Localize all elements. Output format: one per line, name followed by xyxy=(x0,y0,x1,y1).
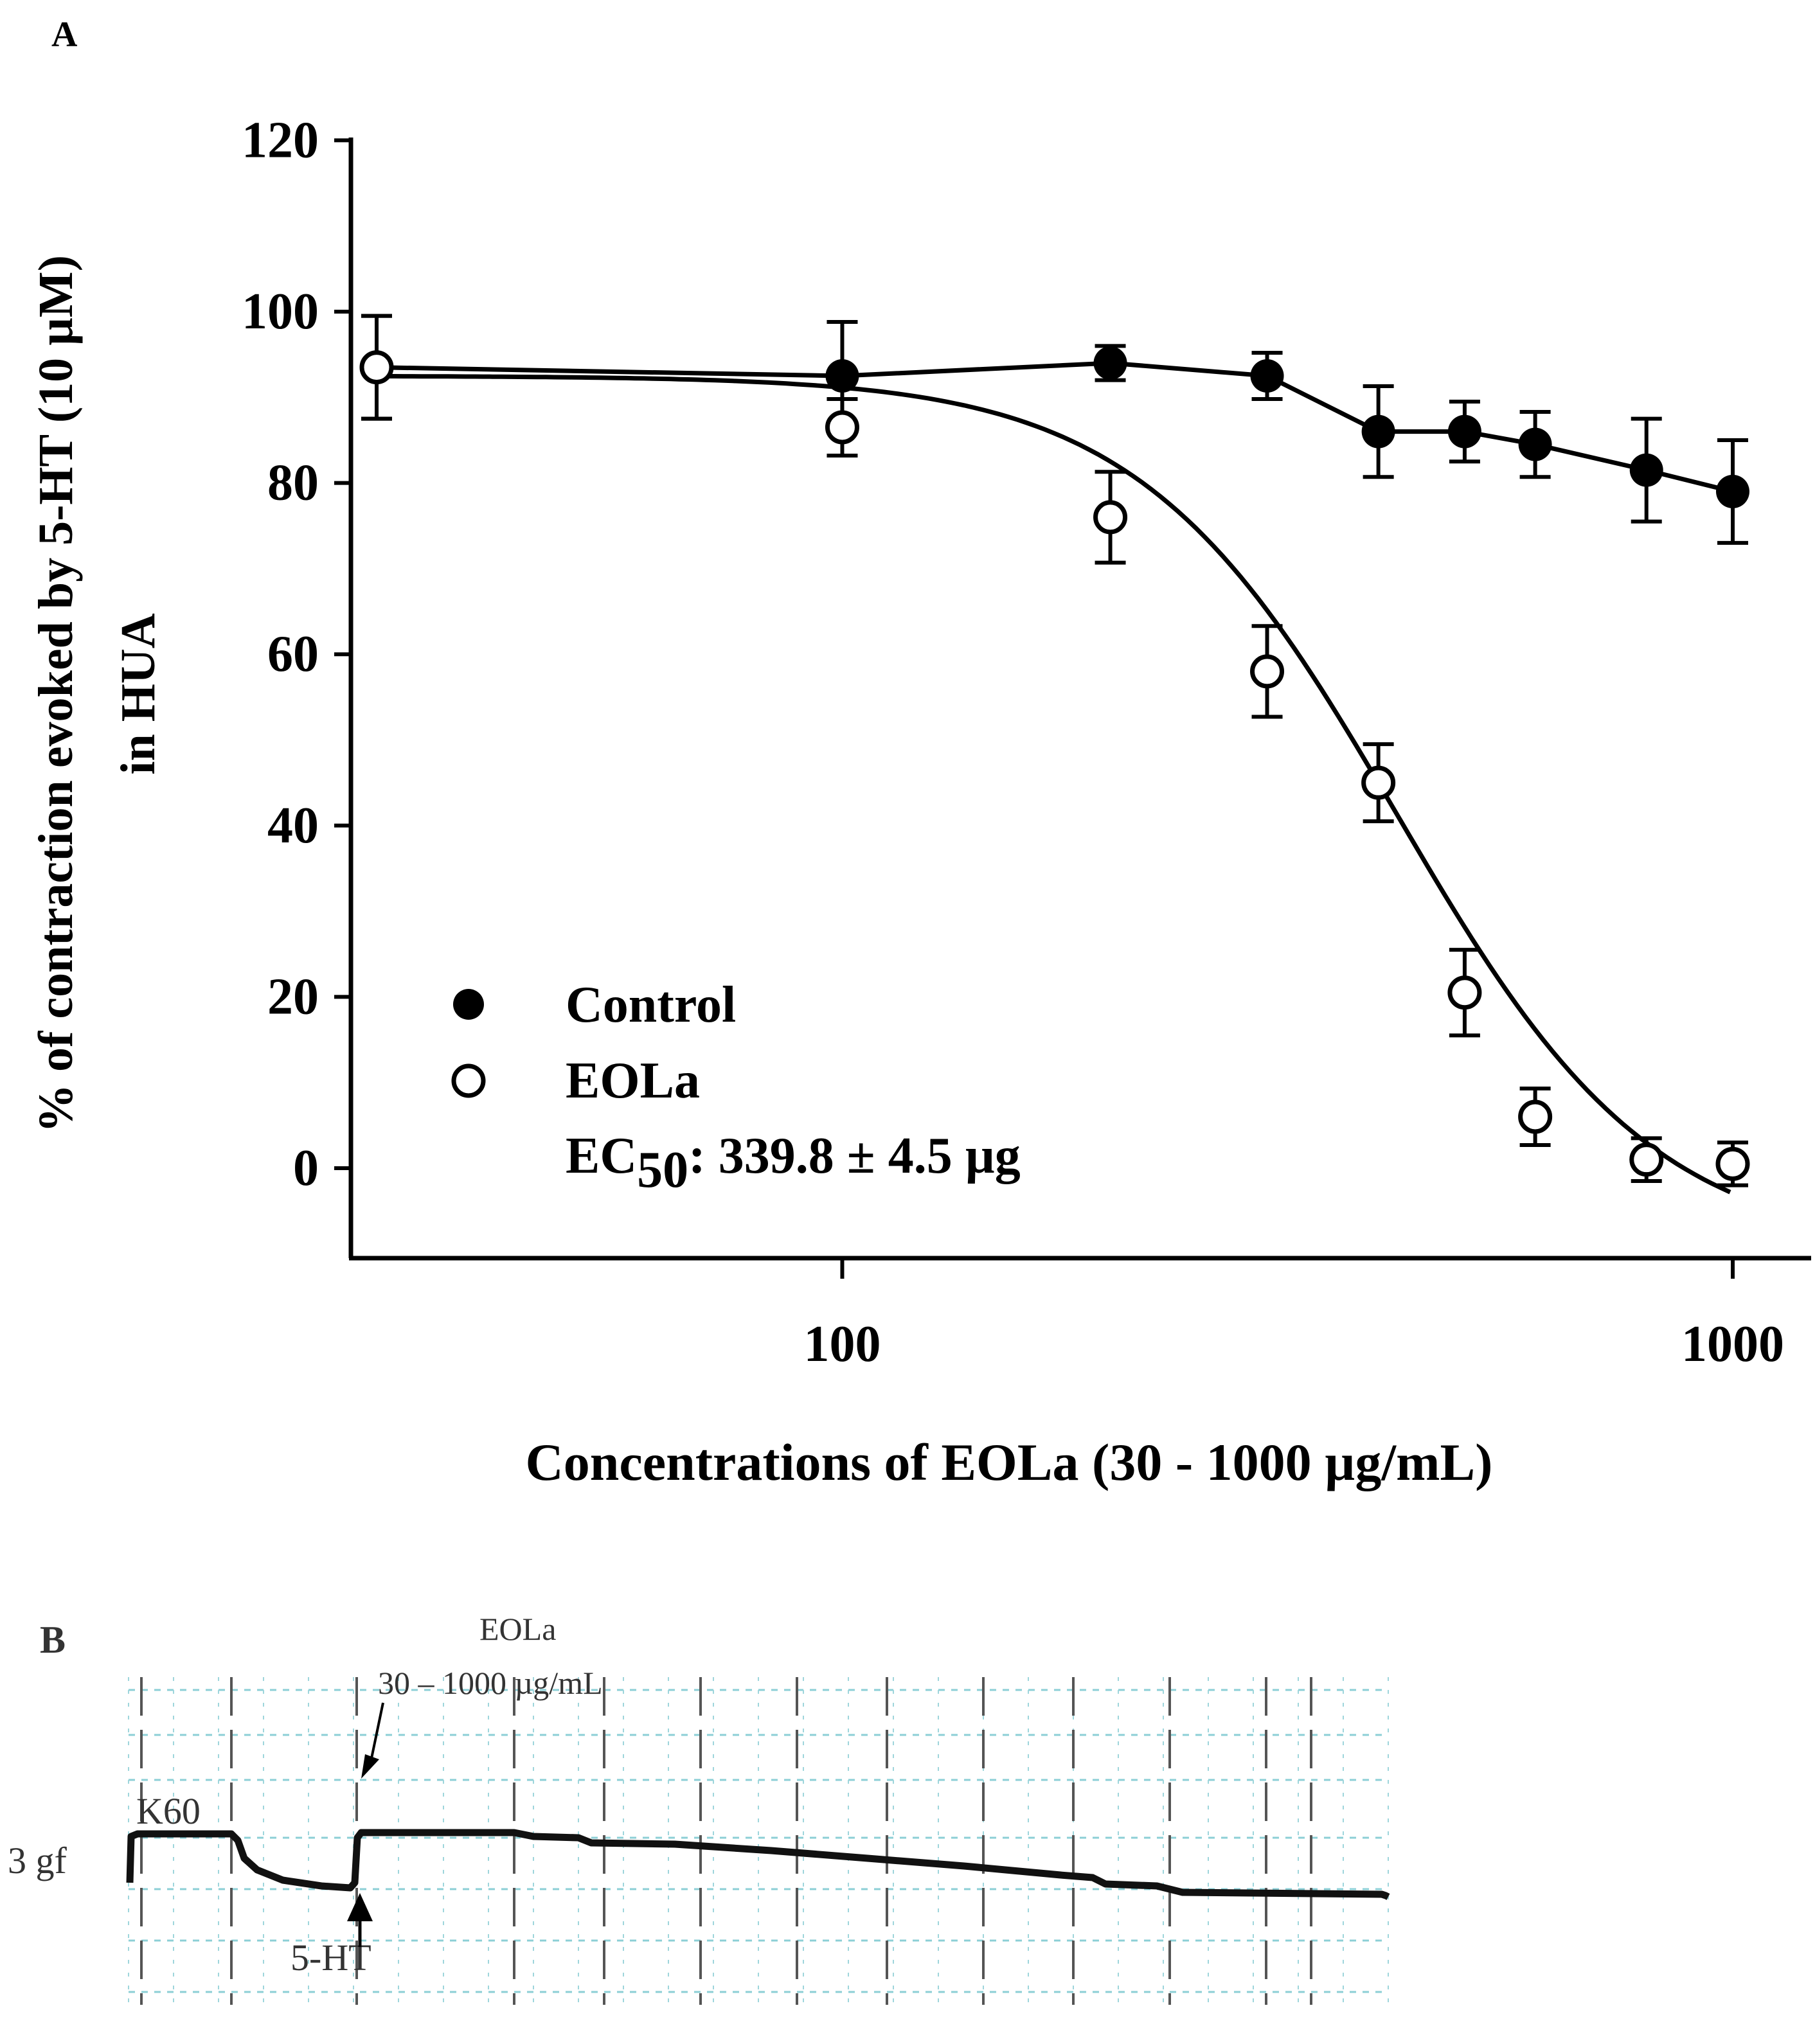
ec50-subscript: 50 xyxy=(637,1142,688,1198)
control-point-800 xyxy=(1629,416,1663,524)
eola-point-800 xyxy=(1629,1136,1664,1183)
y-tick-label-80: 80 xyxy=(267,455,319,511)
eola-marker-1000 xyxy=(1715,1146,1750,1181)
legend-eola-label: EOLa xyxy=(566,1053,700,1109)
eola-marker-200 xyxy=(1093,500,1128,535)
x-tick-label-1000: 1000 xyxy=(1681,1316,1784,1373)
k60-label: K60 xyxy=(136,1790,201,1832)
eola-marker-500 xyxy=(1447,975,1482,1010)
control-point-300 xyxy=(1250,350,1284,401)
eola-marker-300 xyxy=(1250,654,1285,689)
y-tick-label-120: 120 xyxy=(242,112,319,168)
y-tick-label-40: 40 xyxy=(267,797,319,854)
control-marker-200 xyxy=(1093,346,1127,380)
x-axis-title: Concentrations of EOLa (30 - 1000 µg/mL) xyxy=(526,1433,1493,1491)
control-marker-800 xyxy=(1629,453,1663,487)
eola-fit-curve xyxy=(377,374,1731,1195)
legend-control-label: Control xyxy=(566,977,736,1033)
control-point-200 xyxy=(1093,344,1127,382)
legend-control-marker xyxy=(453,989,484,1020)
eola-point-200 xyxy=(1093,470,1128,565)
control-marker-100 xyxy=(825,359,859,393)
control-marker-300 xyxy=(1250,359,1284,393)
axes xyxy=(348,138,1811,1261)
y-tick-label-60: 60 xyxy=(267,626,319,682)
x-tick-label-100: 100 xyxy=(803,1316,881,1373)
eola-point-400 xyxy=(1361,742,1396,824)
scale-label: 3 gf xyxy=(8,1840,67,1881)
control-marker-1000 xyxy=(1716,474,1749,508)
panel-a-label: A xyxy=(51,15,78,55)
eola-range-label: 30 – 1000 µg/mL xyxy=(378,1665,603,1701)
ec50-prefix: EC xyxy=(566,1128,637,1184)
eola-marker-400 xyxy=(1361,765,1396,800)
tension-trace xyxy=(126,1829,1390,1900)
eola-point-600 xyxy=(1518,1087,1553,1148)
control-point-600 xyxy=(1518,409,1552,479)
control-marker-600 xyxy=(1518,427,1552,461)
legend-eola-marker xyxy=(451,1063,486,1098)
eola-marker-30 xyxy=(359,350,394,385)
y-axis-title-line2: in HUA xyxy=(111,613,165,774)
eola-point-30 xyxy=(359,314,394,421)
y-tick-label-0: 0 xyxy=(293,1140,319,1196)
eola-arrow xyxy=(361,1702,384,1779)
y-axis-title: % of contraction evoked by 5-HT (10 µM) … xyxy=(29,255,165,1133)
control-line xyxy=(376,360,1733,494)
control-point-400 xyxy=(1361,384,1395,479)
panel-b-label: B xyxy=(40,1619,66,1661)
control-point-500 xyxy=(1447,399,1481,464)
ec50-annotation: EC50: 339.8 ± 4.5 µg xyxy=(566,1128,1021,1198)
plot-area xyxy=(359,314,1750,1195)
eola-point-500 xyxy=(1447,948,1482,1038)
y-tick-label-20: 20 xyxy=(267,968,319,1025)
control-point-1000 xyxy=(1716,438,1749,545)
y-ticks: 0 20 40 60 80 100 120 xyxy=(242,112,351,1196)
control-marker-400 xyxy=(1361,414,1395,449)
eola-marker-600 xyxy=(1518,1099,1553,1134)
ec50-value: : 339.8 ± 4.5 µg xyxy=(688,1128,1021,1184)
legend: Control EOLa EC50: 339.8 ± 4.5 µg xyxy=(451,977,1021,1198)
eola-trace-label: EOLa xyxy=(479,1611,556,1647)
y-tick-label-100: 100 xyxy=(242,283,319,340)
trace-grid xyxy=(128,1677,1389,2005)
y-axis-title-line1: % of contraction evoked by 5-HT (10 µM) xyxy=(29,255,83,1133)
eola-marker-800 xyxy=(1629,1142,1664,1177)
eola-point-1000 xyxy=(1715,1141,1750,1187)
eola-arrow-shaft xyxy=(369,1702,384,1765)
serotonin-arrow xyxy=(347,1893,373,1947)
eola-point-300 xyxy=(1250,624,1285,719)
control-marker-500 xyxy=(1447,414,1481,449)
serotonin-label: 5-HT xyxy=(291,1937,371,1978)
eola-point-100 xyxy=(825,396,859,458)
eola-arrow-head xyxy=(361,1754,379,1779)
x-ticks: 100 1000 xyxy=(803,1258,1784,1373)
serotonin-arrow-head xyxy=(347,1893,373,1921)
eola-marker-100 xyxy=(825,410,859,445)
